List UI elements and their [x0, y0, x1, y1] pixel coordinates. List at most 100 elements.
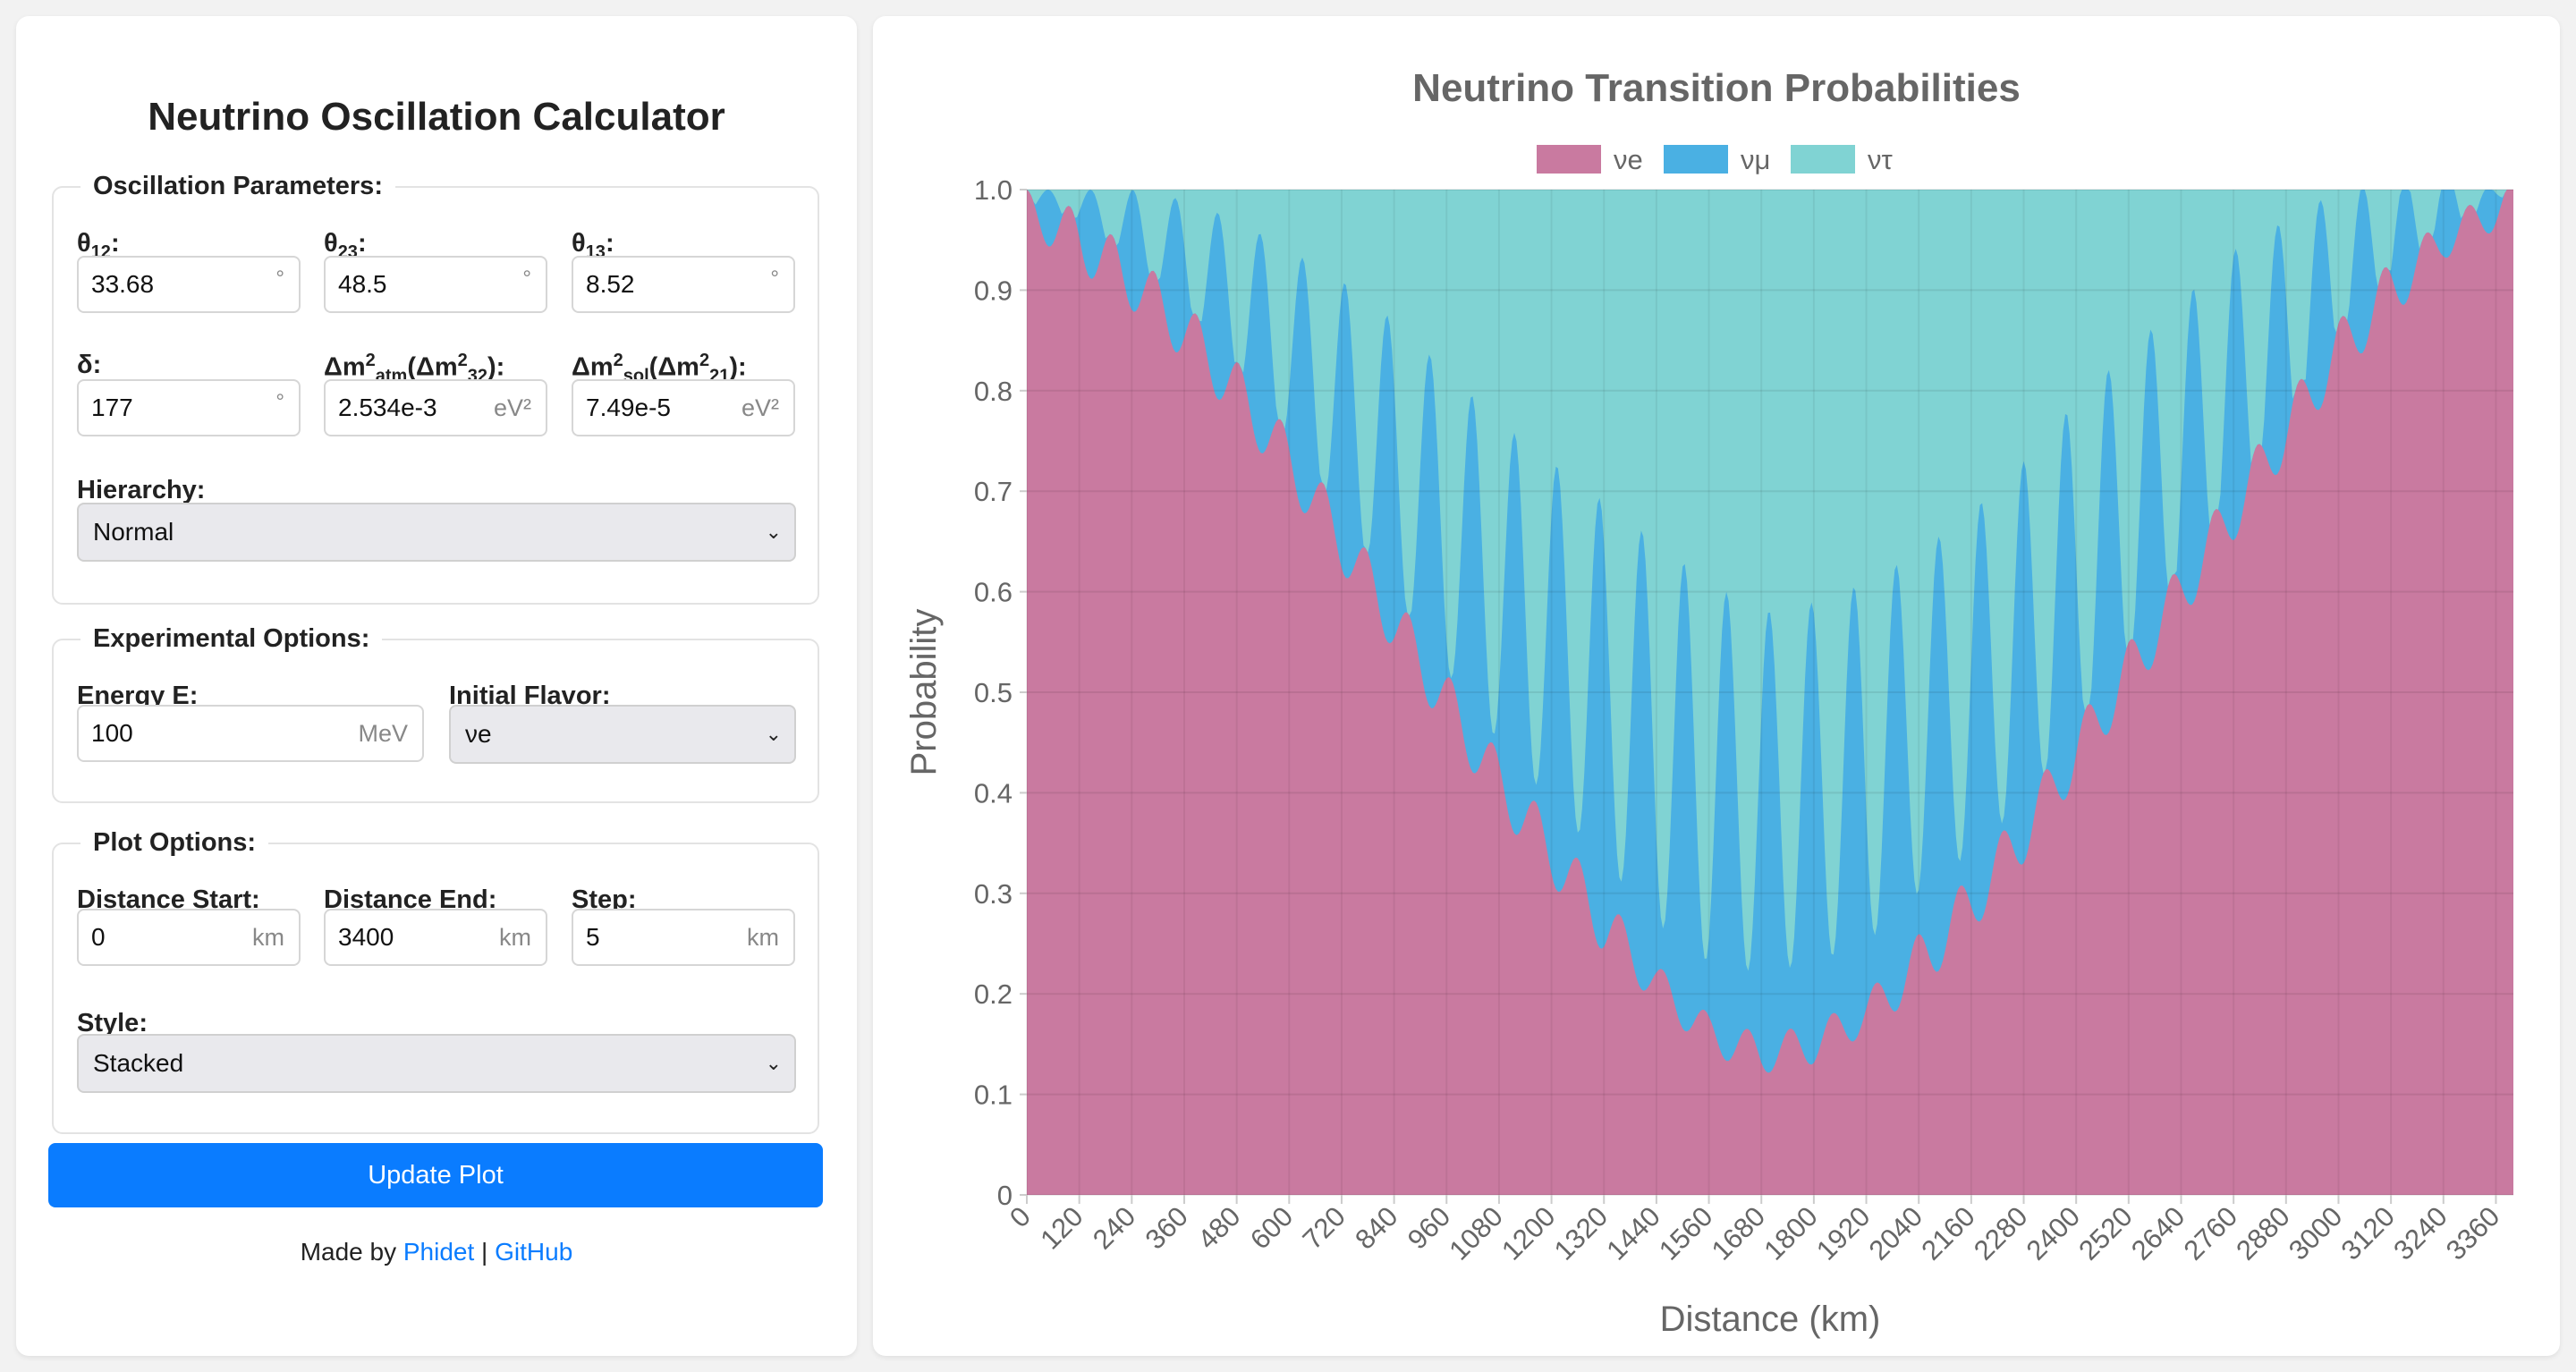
x-tick-label: 3120	[2335, 1200, 2402, 1266]
hierarchy-label: Hierarchy:	[77, 476, 206, 504]
hierarchy-select[interactable]: Normal ⌄	[77, 503, 796, 562]
hierarchy-value: Normal	[93, 518, 174, 546]
legend-label: ντ	[1868, 144, 1893, 175]
delta-label: δ:	[77, 351, 102, 379]
legend-label: νμ	[1741, 144, 1770, 175]
theta12-input[interactable]	[79, 258, 299, 311]
x-axis-title: Distance (km)	[1660, 1300, 1881, 1339]
km-unit: km	[747, 924, 779, 951]
theta13-input[interactable]	[573, 258, 793, 311]
y-tick-label: 0.4	[974, 777, 1013, 809]
distance-end-input[interactable]	[326, 910, 546, 964]
distance-end-input-box: km	[324, 909, 547, 966]
energy-input[interactable]	[79, 707, 422, 760]
plot-options-legend: Plot Options:	[93, 828, 257, 857]
x-tick-label: 120	[1034, 1200, 1089, 1255]
github-link[interactable]: GitHub	[495, 1238, 573, 1266]
degree-unit: °	[770, 267, 779, 291]
x-tick-label: 1320	[1548, 1200, 1614, 1266]
km-unit: km	[252, 924, 284, 951]
x-tick-label: 600	[1244, 1200, 1299, 1255]
x-tick-label: 1200	[1496, 1200, 1562, 1266]
y-tick-label: 0	[997, 1180, 1013, 1211]
y-tick-label: 0.8	[974, 376, 1013, 407]
dm2-atm-input[interactable]	[326, 381, 546, 435]
delta-input-box: °	[77, 379, 301, 436]
mev-unit: MeV	[358, 720, 408, 747]
x-tick-label: 360	[1140, 1200, 1194, 1255]
x-tick-label: 1680	[1706, 1200, 1772, 1266]
ev2-unit: eV²	[741, 394, 779, 421]
x-tick-label: 240	[1087, 1200, 1141, 1255]
legend-swatch	[1664, 145, 1728, 174]
update-plot-button[interactable]: Update Plot	[48, 1143, 823, 1207]
legend-swatch	[1537, 145, 1601, 174]
x-tick-label: 1560	[1653, 1200, 1719, 1266]
x-tick-label: 840	[1349, 1200, 1403, 1255]
degree-unit: °	[275, 267, 284, 291]
y-tick-label: 0.9	[974, 275, 1013, 306]
dm2-sol-input[interactable]	[573, 381, 793, 435]
dm2-sol-label: Δm2sol(Δm221):	[572, 351, 747, 386]
energy-input-box: MeV	[77, 705, 424, 762]
footer-separator: |	[474, 1238, 496, 1266]
dm2-sol-input-box: eV²	[572, 379, 795, 436]
ev2-unit: eV²	[493, 394, 531, 421]
x-tick-label: 2280	[1968, 1200, 2034, 1266]
style-label: Style:	[77, 1009, 148, 1037]
style-select[interactable]: Stacked ⌄	[77, 1034, 796, 1093]
x-tick-label: 1080	[1443, 1200, 1509, 1266]
x-tick-label: 2040	[1863, 1200, 1929, 1266]
footer: Made by Phidet | GitHub	[16, 1238, 857, 1266]
theta13-input-box: °	[572, 256, 795, 313]
x-tick-label: 3000	[2283, 1200, 2349, 1266]
legend-label: νe	[1614, 144, 1643, 175]
degree-unit: °	[522, 267, 531, 291]
theta23-input[interactable]	[326, 258, 546, 311]
x-tick-label: 2640	[2125, 1200, 2191, 1266]
y-tick-label: 1.0	[974, 174, 1013, 206]
experimental-options-legend: Experimental Options:	[93, 624, 370, 653]
step-input[interactable]	[573, 910, 793, 964]
theta12-label: θ12:	[77, 229, 120, 262]
x-tick-label: 2520	[2072, 1200, 2139, 1266]
x-tick-label: 2760	[2178, 1200, 2244, 1266]
initial-flavor-value: νe	[465, 720, 492, 748]
chevron-down-icon: ⌄	[765, 723, 782, 745]
km-unit: km	[499, 924, 531, 951]
x-tick-label: 3360	[2440, 1200, 2506, 1266]
x-tick-label: 3240	[2387, 1200, 2453, 1266]
x-tick-label: 2880	[2230, 1200, 2296, 1266]
y-tick-label: 0.7	[974, 476, 1013, 507]
y-axis-title: Probability	[904, 609, 944, 776]
style-value: Stacked	[93, 1049, 184, 1077]
distance-start-input[interactable]	[79, 910, 299, 964]
y-tick-label: 0.2	[974, 978, 1013, 1010]
footer-prefix: Made by	[300, 1238, 403, 1266]
y-tick-label: 0.5	[974, 677, 1013, 708]
y-tick-label: 0.3	[974, 878, 1013, 910]
initial-flavor-select[interactable]: νe ⌄	[449, 705, 796, 764]
oscillation-parameters-legend: Oscillation Parameters:	[93, 172, 383, 200]
theta12-input-box: °	[77, 256, 301, 313]
x-tick-label: 0	[1004, 1200, 1037, 1233]
x-tick-label: 480	[1191, 1200, 1246, 1255]
calculator-panel: Neutrino Oscillation Calculator Oscillat…	[16, 16, 857, 1356]
delta-input[interactable]	[79, 381, 299, 435]
y-tick-label: 0.6	[974, 577, 1013, 608]
experimental-options-group: Experimental Options:	[52, 624, 819, 803]
author-link[interactable]: Phidet	[402, 1238, 475, 1266]
oscillation-parameters-group: Oscillation Parameters:	[52, 172, 819, 605]
chevron-down-icon: ⌄	[765, 521, 782, 543]
chevron-down-icon: ⌄	[765, 1052, 782, 1074]
step-input-box: km	[572, 909, 795, 966]
dm2-atm-input-box: eV²	[324, 379, 547, 436]
x-tick-label: 2160	[1915, 1200, 1981, 1266]
nue-area	[1027, 190, 2513, 1195]
chart-panel: Neutrino Transition Probabilities 0 0.1 0.…	[873, 16, 2560, 1356]
app-title: Neutrino Oscillation Calculator	[148, 95, 725, 139]
probability-chart[interactable]: 00.10.20.30.40.50.60.70.80.91.0012024036…	[873, 16, 2560, 1356]
x-tick-label: 1800	[1758, 1200, 1824, 1266]
x-tick-label: 720	[1297, 1200, 1352, 1255]
plot-options-group: Plot Options:	[52, 828, 819, 1134]
